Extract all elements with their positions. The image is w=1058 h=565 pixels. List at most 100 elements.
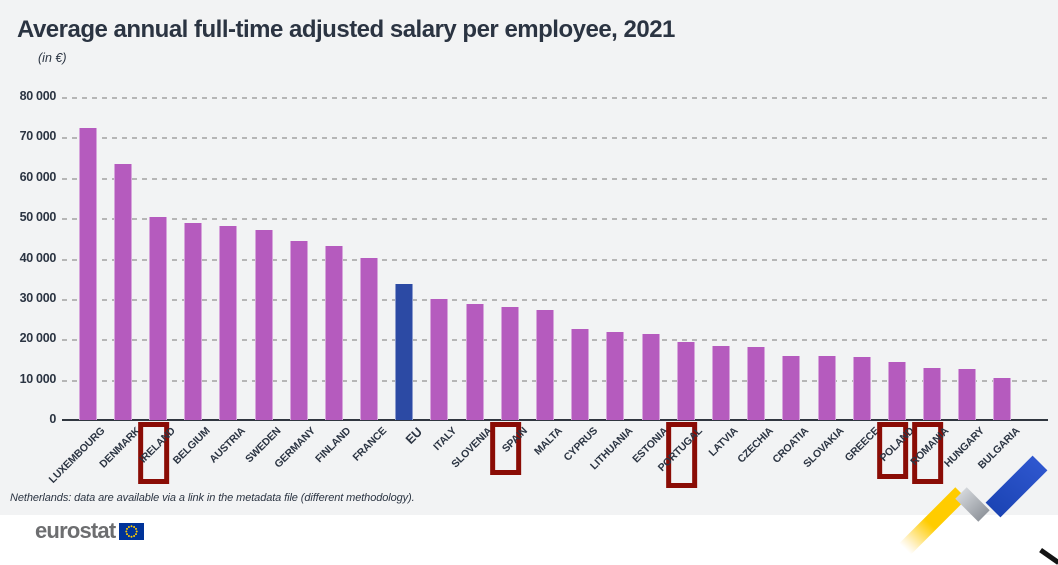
bar-slot <box>703 97 738 420</box>
bar-france <box>360 257 379 420</box>
highlight-box-portugal <box>665 422 697 488</box>
bar-slot <box>950 97 985 420</box>
x-label-slot: SLOVENIA <box>449 420 494 515</box>
y-tick-label: 60 000 <box>19 169 57 184</box>
bar-slot <box>281 97 316 420</box>
bar-slot <box>844 97 879 420</box>
bar-finland <box>324 245 343 420</box>
bar-slot <box>352 97 387 420</box>
x-label-slot: CROATIA <box>770 420 811 515</box>
bar-romania <box>923 368 942 420</box>
chart-title: Average annual full-time adjusted salary… <box>17 16 675 43</box>
x-label-finland[interactable]: FINLAND <box>313 425 354 466</box>
bar-slot <box>316 97 351 420</box>
x-label-slot: SLOVAKIA <box>801 420 846 515</box>
gridline <box>62 137 1048 140</box>
eurostat-logo: eurostat <box>35 518 145 544</box>
bar-slot <box>246 97 281 420</box>
y-tick-label: 70 000 <box>19 129 57 144</box>
ribbon-yellow-band <box>899 487 967 555</box>
x-label-greece[interactable]: GREECE <box>842 425 882 465</box>
eu-flag-icon <box>119 522 145 540</box>
x-label-slot: GREECE <box>842 420 882 515</box>
bar-slot <box>211 97 246 420</box>
bar-malta <box>536 310 555 420</box>
bar-croatia <box>782 355 801 420</box>
x-label-austria[interactable]: AUSTRIA <box>207 425 248 466</box>
bar-slot <box>879 97 914 420</box>
plot-area: LUXEMBOURG DENMARK IRELAND BELGIUM AUSTRIA SW… <box>46 97 1048 488</box>
x-label-slot: MALTA <box>527 420 565 515</box>
highlight-box-spain <box>490 422 522 475</box>
bar-spain <box>500 306 519 420</box>
bar-slot <box>387 97 422 420</box>
bar-slot <box>809 97 844 420</box>
x-labels-container: LUXEMBOURG DENMARK IRELAND BELGIUM AUSTRIA SW… <box>46 420 1022 515</box>
ribbon-blue-band <box>985 455 1048 518</box>
bar-slot <box>563 97 598 420</box>
bar-slot <box>422 97 457 420</box>
bar-austria <box>219 225 238 420</box>
footnote: Netherlands: data are available via a li… <box>10 492 415 504</box>
bar-portugal <box>676 341 695 420</box>
bar-eu <box>395 284 414 420</box>
bar-slot <box>915 97 950 420</box>
x-label-slot: PORTUGAL <box>656 420 705 515</box>
gridline <box>62 97 1048 99</box>
gridline <box>62 218 1048 221</box>
x-label-slot: LATVIA <box>703 420 741 515</box>
x-label-belgium[interactable]: BELGIUM <box>170 425 213 467</box>
bar-cyprus <box>571 328 590 420</box>
bar-slot <box>633 97 668 420</box>
bar-ireland <box>148 216 167 420</box>
y-axis: 80 000 70 000 60 000 50 000 40 000 30 000 20 0… <box>0 89 57 426</box>
bars-container <box>70 97 1020 420</box>
eurostat-logo-text: eurostat <box>35 518 116 543</box>
bar-slot <box>457 97 492 420</box>
bar-slot <box>140 97 175 420</box>
x-label-france[interactable]: FRANCE <box>349 425 389 464</box>
highlight-box-poland <box>877 422 909 479</box>
highlight-box-romania <box>912 422 944 484</box>
gridline <box>62 177 1048 180</box>
bar-slot <box>176 97 211 420</box>
chart-unit-subtitle: (in €) <box>38 51 67 65</box>
y-tick-label: 20 000 <box>19 331 57 346</box>
bar-slot <box>598 97 633 420</box>
y-tick-label: 30 000 <box>19 290 57 305</box>
x-label-slot: POLAND <box>877 420 916 515</box>
x-label-malta[interactable]: MALTA <box>531 425 565 458</box>
bar-slot <box>492 97 527 420</box>
bar-slot <box>70 97 105 420</box>
x-label-slot: ITALY <box>422 420 459 515</box>
bar-slot <box>739 97 774 420</box>
bar-slot <box>105 97 140 420</box>
x-label-slot: SPAIN <box>490 420 529 515</box>
bar-slovakia <box>817 355 836 420</box>
bar-slovenia <box>465 304 484 420</box>
y-tick-label: 50 000 <box>19 210 57 225</box>
bar-denmark <box>113 164 132 420</box>
bar-luxembourg <box>78 128 97 420</box>
bar-czechia <box>747 346 766 420</box>
highlight-box-ireland <box>138 422 170 484</box>
x-label-slot: ROMANIA <box>909 420 952 515</box>
gridline <box>62 298 1048 301</box>
bar-belgium <box>184 223 203 420</box>
eurostat-ribbon-graphic <box>899 455 1048 555</box>
gridline <box>62 339 1048 342</box>
y-tick-label: 10 000 <box>19 371 57 386</box>
gridline <box>62 379 1048 382</box>
bar-slot <box>774 97 809 420</box>
x-label-czechia[interactable]: CZECHIA <box>735 425 776 466</box>
bar-germany <box>289 240 308 420</box>
bar-latvia <box>711 345 730 420</box>
bar-italy <box>430 299 449 420</box>
x-label-italy[interactable]: ITALY <box>430 425 459 453</box>
bar-bulgaria <box>993 378 1012 420</box>
x-label-slot: LITHUANIA <box>588 420 635 515</box>
bar-slot <box>668 97 703 420</box>
bar-poland <box>887 362 906 420</box>
bar-sweden <box>254 230 273 420</box>
x-label-latvia[interactable]: LATVIA <box>706 425 741 459</box>
